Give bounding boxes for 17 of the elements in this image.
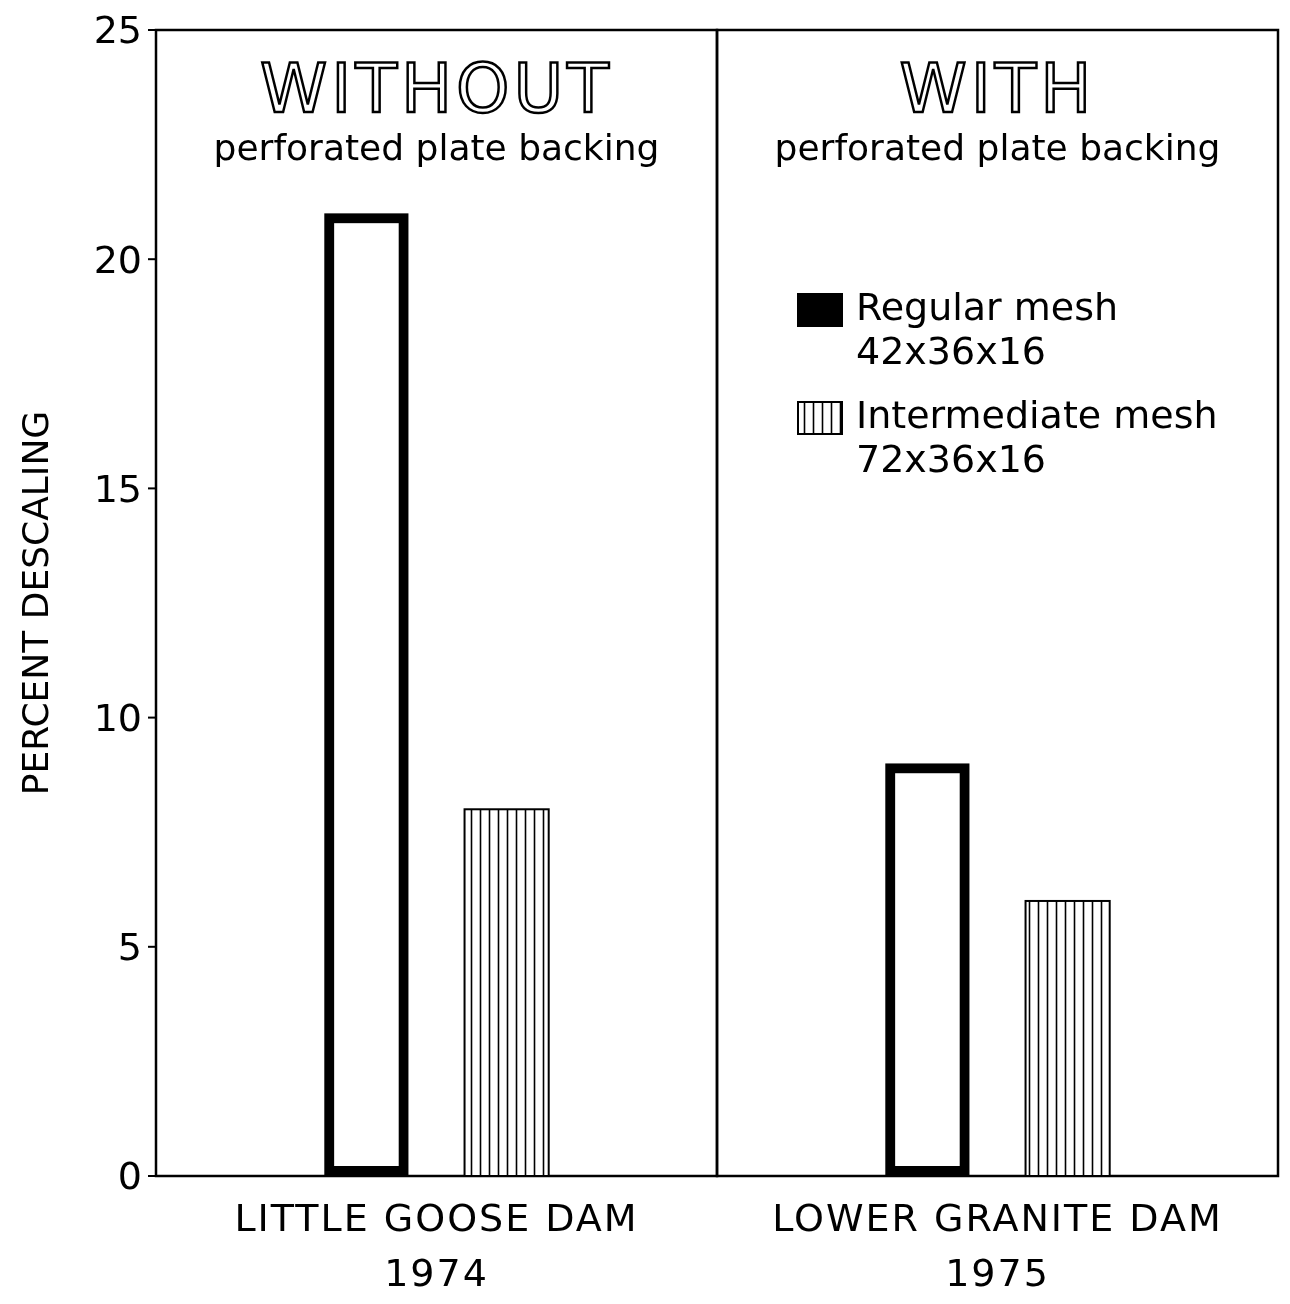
text: perforated plate backing <box>213 127 660 168</box>
x-tick-label: LITTLE GOOSE DAM <box>234 1196 639 1240</box>
chart-title: WITHOUT <box>260 49 613 128</box>
y-tick-label: 20 <box>93 237 142 282</box>
x-axis-title: 1975 <box>945 1251 1050 1295</box>
y-tick-label: 0 <box>117 1154 142 1199</box>
chart-title: WITH <box>899 49 1096 128</box>
y-axis-title: PERCENT DESCALING <box>15 410 56 796</box>
y-tick-label: 15 <box>93 466 142 511</box>
y-tick-label: 5 <box>117 925 142 970</box>
x-axis-title: 1974 <box>384 1251 489 1295</box>
y-tick-label: 25 <box>93 8 142 53</box>
x-tick-label: LOWER GRANITE DAM <box>772 1196 1223 1240</box>
y-tick-label: 10 <box>93 695 142 740</box>
legend-label: Regular mesh 42x36x16 <box>856 285 1119 373</box>
text: perforated plate backing <box>774 127 1221 168</box>
legend-label: Intermediate mesh 72x36x16 <box>856 393 1218 481</box>
